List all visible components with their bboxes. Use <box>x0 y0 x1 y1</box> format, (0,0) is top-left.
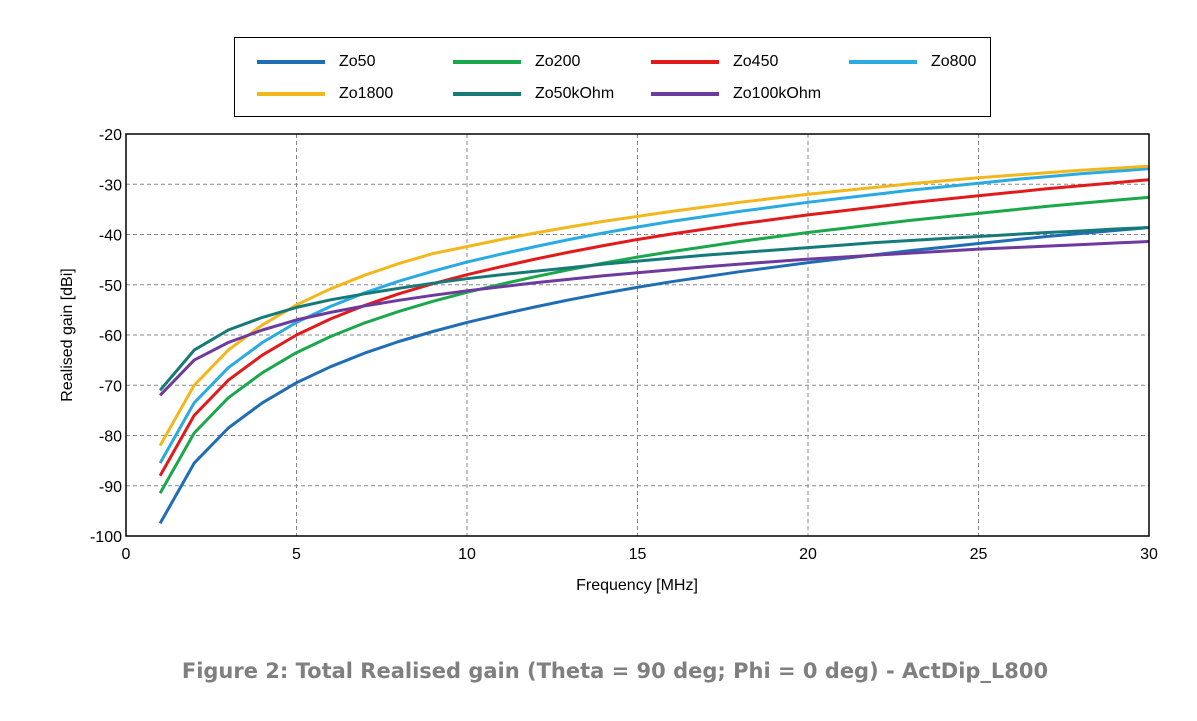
legend-swatch <box>453 92 521 96</box>
legend-swatch <box>257 60 325 64</box>
legend-label: Zo200 <box>535 53 581 70</box>
legend-swatch <box>257 92 325 96</box>
y-tick-label: -80 <box>99 429 122 446</box>
series-line-zo100kohm <box>159 240 1150 397</box>
legend-swatch <box>651 92 719 96</box>
x-tick-label: 15 <box>629 546 647 563</box>
y-tick-label: -60 <box>99 328 122 345</box>
chart-series <box>158 164 1150 525</box>
legend-label: Zo800 <box>931 53 977 70</box>
legend-item-zo50: Zo50 <box>257 50 375 74</box>
x-tick-label: 30 <box>1140 546 1158 563</box>
legend-item-zo800: Zo800 <box>849 50 976 74</box>
legend-item-zo100kohm: Zo100kOhm <box>651 82 821 106</box>
legend-label: Zo50kOhm <box>535 85 615 102</box>
y-tick-label: -20 <box>99 127 122 144</box>
figure-caption: Figure 2: Total Realised gain (Theta = 9… <box>181 659 1049 683</box>
chart-legend: Zo50 Zo200 Zo450 Zo800 Zo1800 Zo50kOhm Zo100kO… <box>234 37 991 117</box>
legend-label: Zo100kOhm <box>733 85 822 102</box>
x-tick-label: 20 <box>799 546 817 563</box>
y-tick-label: -40 <box>99 228 122 245</box>
series-line-zo450 <box>158 178 1150 477</box>
y-tick-label: -100 <box>90 529 122 546</box>
legend-swatch <box>651 60 719 64</box>
legend-item-zo1800: Zo1800 <box>257 82 393 106</box>
x-tick-label: 5 <box>292 546 301 563</box>
x-tick-label: 0 <box>122 546 131 563</box>
x-tick-label: 25 <box>970 546 988 563</box>
y-axis-label: Realised gain [dBi] <box>59 268 76 401</box>
y-tick-label: -90 <box>99 479 122 496</box>
plot-frame <box>125 133 1150 537</box>
y-tick-label: -50 <box>99 278 122 295</box>
x-axis-label: Frequency [MHz] <box>576 577 698 594</box>
series-line-zo1800 <box>158 164 1150 447</box>
legend-item-zo200: Zo200 <box>453 50 580 74</box>
series-line-zo800 <box>158 167 1150 464</box>
series-line-zo200 <box>158 195 1150 495</box>
legend-swatch <box>849 60 917 64</box>
chart-ticks: 0 5 10 15 20 25 30 -100 -90 -80 -70 -60 -50 -40 -30 -20 <box>90 127 1158 563</box>
legend-label: Zo450 <box>733 53 779 70</box>
y-tick-label: -70 <box>99 378 122 395</box>
x-tick-label: 10 <box>458 546 476 563</box>
legend-label: Zo50 <box>339 53 376 70</box>
legend-item-zo450: Zo450 <box>651 50 778 74</box>
legend-label: Zo1800 <box>339 85 394 102</box>
legend-swatch <box>453 60 521 64</box>
series-line-zo50kohm <box>158 226 1150 392</box>
y-tick-label: -30 <box>99 177 122 194</box>
legend-item-zo50kohm: Zo50kOhm <box>453 82 614 106</box>
series-line-zo50 <box>158 226 1150 525</box>
